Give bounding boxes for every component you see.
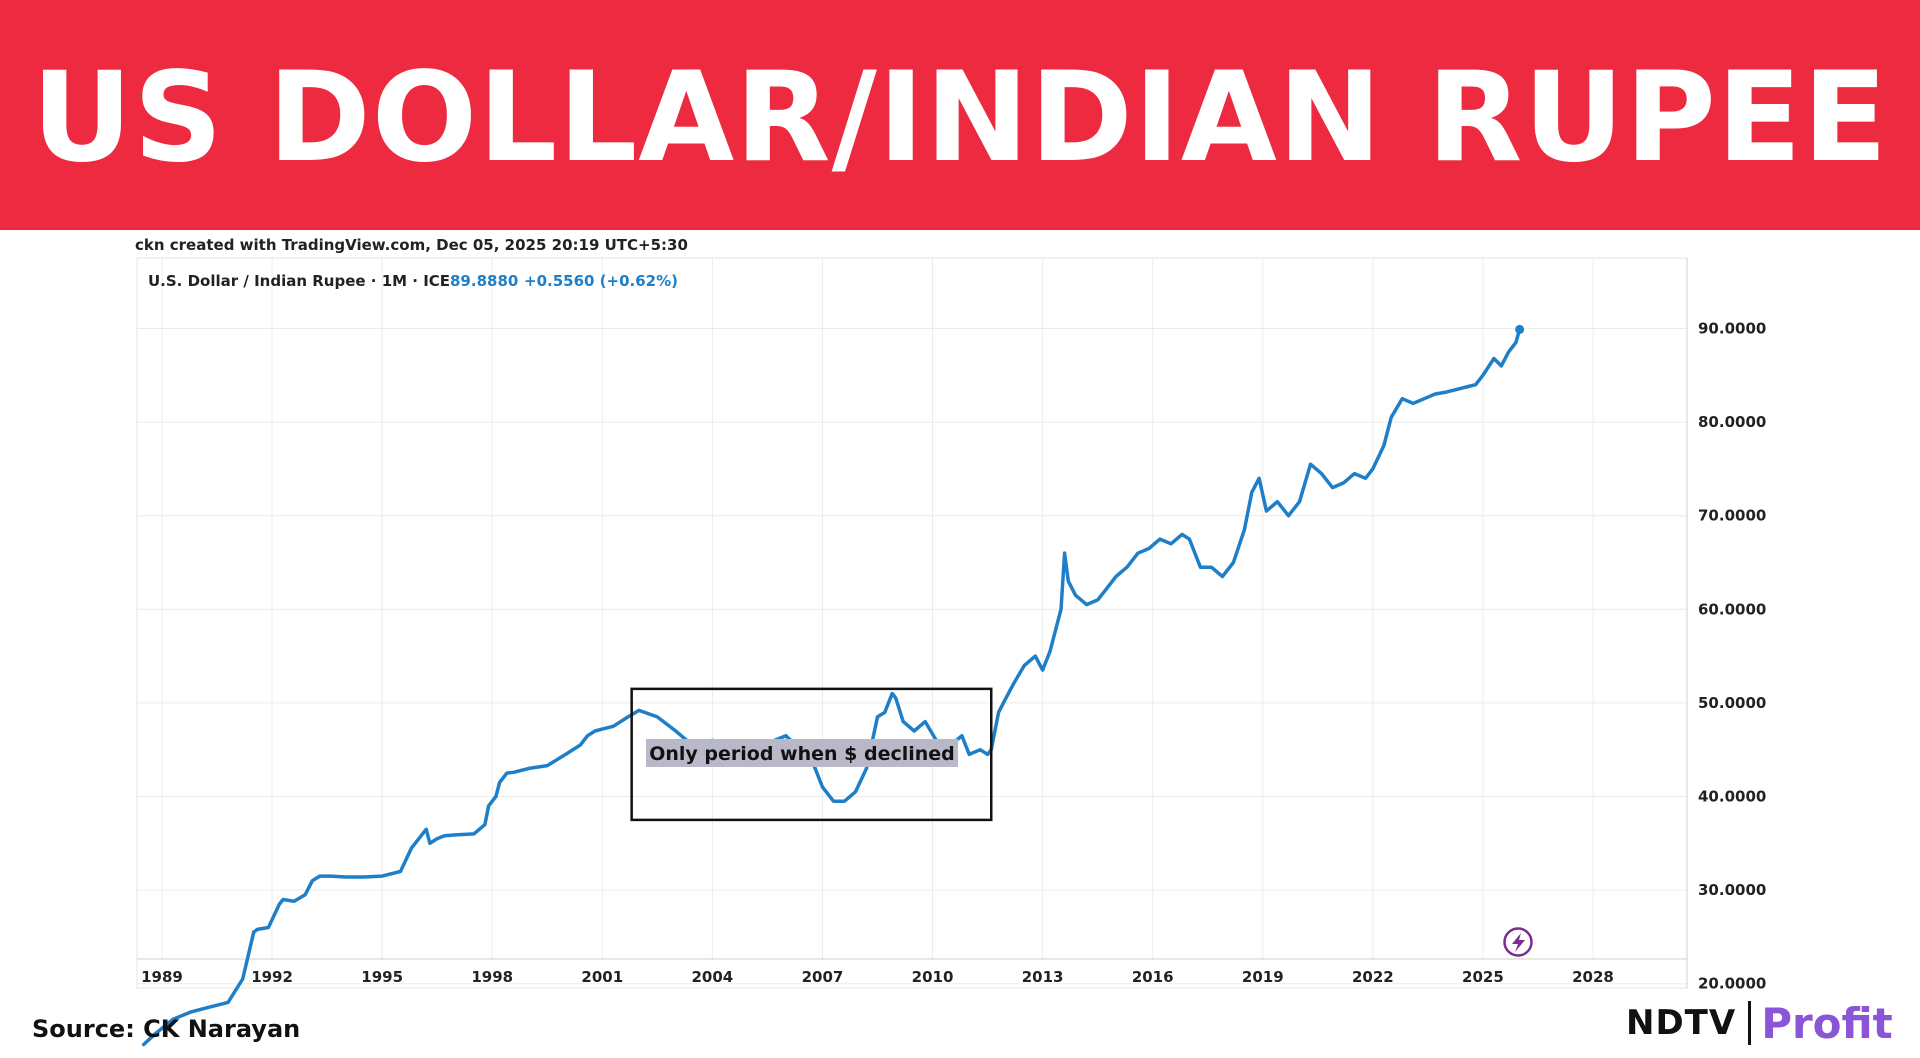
y-tick-label: 90.0000 xyxy=(1698,320,1766,338)
x-axis: 1989 1992 1995 1998 2001 2004 2007 2010 2013 2016… xyxy=(141,968,1614,986)
y-tick-label: 20.0000 xyxy=(1698,975,1766,993)
annotation-box xyxy=(630,687,993,822)
logo-divider xyxy=(1748,1001,1752,1045)
y-tick-label: 50.0000 xyxy=(1698,694,1766,712)
tradingview-credit: ckn created with TradingView.com, Dec 05… xyxy=(135,236,688,254)
x-tick-label: 2022 xyxy=(1352,968,1394,986)
legend-price: 89.8880 xyxy=(450,272,518,290)
y-tick-label: 40.0000 xyxy=(1698,788,1766,806)
last-price-marker xyxy=(1515,324,1525,334)
y-axis: 10.000020.000030.000040.000050.000060.00… xyxy=(1698,320,1766,993)
title-banner: US DOLLAR/INDIAN RUPEE xyxy=(0,0,1920,230)
y-tick-label: 30.0000 xyxy=(1698,881,1766,899)
x-tick-label: 1998 xyxy=(471,968,513,986)
y-tick-label: 70.0000 xyxy=(1698,507,1766,525)
x-tick-label: 2010 xyxy=(912,968,954,986)
source-caption: Source: CK Narayan xyxy=(32,1015,301,1043)
x-tick-label: 1992 xyxy=(251,968,293,986)
lightning-bolt-icon[interactable] xyxy=(1503,927,1533,957)
x-tick-label: 2001 xyxy=(581,968,623,986)
series-line-usd-inr xyxy=(141,327,1522,1047)
legend-change: +0.5560 (+0.62%) xyxy=(524,272,678,290)
logo-ndtv-text: NDTV xyxy=(1626,1003,1737,1043)
x-tick-label: 2013 xyxy=(1022,968,1064,986)
plot-frame xyxy=(136,257,1688,989)
logo-profit-text: Profit xyxy=(1761,998,1893,1048)
x-tick-label: 2025 xyxy=(1462,968,1504,986)
chart-legend: U.S. Dollar / Indian Rupee · 1M · ICE 89… xyxy=(148,272,678,290)
annotation-label-bg xyxy=(646,739,958,767)
legend-symbol: U.S. Dollar / Indian Rupee · 1M · ICE xyxy=(148,272,450,290)
x-tick-label: 1989 xyxy=(141,968,183,986)
y-tick-label: 60.0000 xyxy=(1698,600,1766,618)
x-tick-label: 2016 xyxy=(1132,968,1174,986)
x-tick-label: 2007 xyxy=(802,968,844,986)
y-tick-label: 80.0000 xyxy=(1698,413,1766,431)
annotation-label: Only period when $ declined xyxy=(649,743,955,765)
x-tick-label: 1995 xyxy=(361,968,403,986)
page-title: US DOLLAR/INDIAN RUPEE xyxy=(31,46,1889,190)
ndtv-profit-logo: NDTV Profit xyxy=(1626,995,1893,1051)
x-tick-label: 2019 xyxy=(1242,968,1284,986)
chart-grid xyxy=(137,258,1687,985)
x-tick-label: 2028 xyxy=(1572,968,1614,986)
x-tick-label: 2004 xyxy=(692,968,734,986)
